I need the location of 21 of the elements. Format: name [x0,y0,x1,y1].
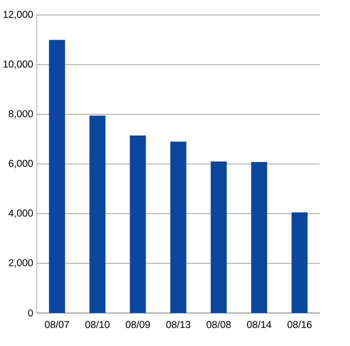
bar [292,212,308,313]
y-tick-label: 8,000 [8,110,33,118]
bar [210,162,227,313]
bar [89,116,106,313]
y-tick-label: 12,000 [4,10,33,20]
bar [49,40,65,313]
bar [130,135,146,313]
x-tick-label: 08/09 [126,320,150,328]
x-tick-label: 08/14 [247,320,272,328]
x-tick-label: 08/10 [85,320,110,328]
bar [170,142,186,313]
y-tick-label: 6,000 [8,160,33,168]
y-tick-label: 0 [28,309,33,317]
y-tick-label: 2,000 [8,259,33,268]
y-tick-label: 4,000 [8,210,33,218]
bar [251,162,268,313]
x-tick-label: 08/13 [166,320,190,328]
x-tick-label: 08/07 [44,320,69,328]
x-tick-label: 08/08 [206,320,231,328]
x-tick-label: 08/16 [287,320,312,328]
y-tick-label: 10,000 [4,60,33,69]
